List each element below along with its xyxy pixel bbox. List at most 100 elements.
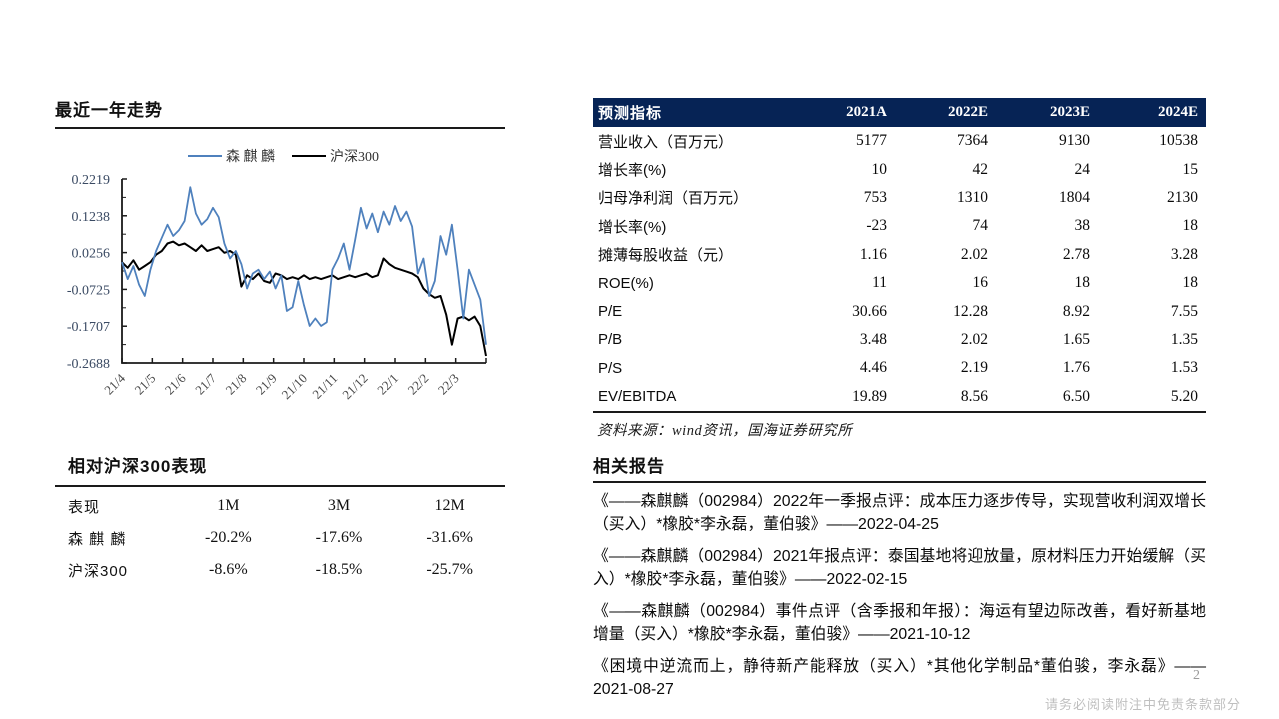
x-axis-tick-label: 22/1 [374, 371, 401, 398]
relative-table-header: 表现 1M 3M 12M [55, 490, 505, 522]
y-axis-tick-label: -0.0725 [67, 283, 110, 298]
table-row: 营业收入（百万元） 5177 7364 9130 10538 [593, 127, 1206, 155]
column-header: 表现 [68, 498, 101, 516]
row-value: 4.46 [859, 359, 887, 377]
table-row: EV/EBITDA 19.89 8.56 6.50 5.20 [593, 383, 1206, 411]
forecast-table-header: 预测指标 2021A 2022E 2023E 2024E [593, 98, 1206, 127]
forecast-header-year: 2021A [846, 104, 887, 120]
row-value: 19.89 [852, 387, 887, 405]
row-label: 归母净利润（百万元） [598, 190, 749, 208]
table-row: P/S 4.46 2.19 1.76 1.53 [593, 354, 1206, 382]
row-value: 1.35 [1170, 330, 1198, 348]
x-axis-tick-label: 21/11 [309, 371, 340, 402]
y-axis-tick-label: 0.0256 [72, 247, 111, 262]
row-label: 摊薄每股收益（元） [598, 247, 734, 265]
table-row: 归母净利润（百万元） 753 1310 1804 2130 [593, 184, 1206, 212]
row-value: -31.6% [426, 529, 473, 546]
row-value: 30.66 [852, 302, 887, 320]
row-value: 1.76 [1062, 359, 1090, 377]
reports-title-rule [593, 481, 1206, 483]
forecast-header-year: 2022E [947, 104, 988, 120]
row-value: -8.6% [209, 561, 248, 578]
row-label: 森 麒 麟 [68, 530, 127, 548]
page-number: 2 [1193, 668, 1200, 683]
row-value: 18 [1182, 274, 1199, 292]
row-value: -20.2% [205, 529, 252, 546]
row-value: 24 [1074, 160, 1091, 178]
trend-chart: 森 麒 麟 沪深300 0.2219 0.1238 0.0256 -0.0725 -0.17… [67, 149, 487, 403]
row-value: 2.78 [1062, 245, 1090, 263]
row-value: 2.19 [960, 359, 988, 377]
row-label: 增长率(%) [598, 218, 667, 236]
row-label: 沪深300 [68, 562, 129, 580]
legend-label: 森 麒 麟 [226, 149, 275, 165]
series-line-senqilin [121, 186, 487, 345]
trend-section-title: 最近一年走势 [55, 101, 163, 120]
column-header: 1M [217, 497, 240, 514]
row-value: -17.6% [315, 529, 363, 546]
axis-lines [121, 179, 486, 364]
legend-label: 沪深300 [330, 149, 379, 165]
y-axis-tick-label: -0.2688 [67, 357, 110, 372]
row-value: 7364 [957, 132, 988, 150]
row-value: 12.28 [953, 302, 988, 320]
row-label: ROE(%) [598, 274, 654, 292]
row-value: 6.50 [1062, 387, 1090, 405]
row-value: 11 [872, 274, 887, 292]
table-row: 森 麒 麟 -20.2% -17.6% -31.6% [55, 522, 505, 554]
row-value: 7.55 [1170, 302, 1198, 320]
row-label: P/S [598, 359, 623, 377]
x-axis-tick-label: 21/4 [101, 370, 128, 397]
trend-title-rule [55, 127, 505, 129]
row-value: 2.02 [960, 330, 988, 348]
row-label: EV/EBITDA [598, 388, 677, 406]
row-value: 16 [972, 274, 989, 292]
row-value: 18 [1074, 274, 1091, 292]
x-axis-tick-label: 21/8 [222, 371, 249, 398]
report-item: 《——森麒麟（002984）2022年一季报点评：成本压力逐步传导，实现营收利润… [593, 493, 1206, 533]
report-item: 《——森麒麟（002984）2021年报点评：泰国基地将迎放量，原材料压力开始缓… [593, 548, 1206, 588]
relative-performance-rule [55, 485, 505, 487]
row-value: 1.53 [1170, 359, 1198, 377]
row-value: 1804 [1059, 188, 1090, 206]
row-value: 3.48 [859, 330, 887, 348]
x-axis-tick-label: 22/3 [435, 371, 462, 398]
row-value: 3.28 [1170, 245, 1198, 263]
row-value: 5177 [856, 132, 887, 150]
row-value: 1.65 [1062, 330, 1090, 348]
column-header: 3M [327, 497, 351, 514]
row-value: 18 [1182, 217, 1199, 235]
x-axis-tick-label: 21/6 [162, 370, 189, 397]
x-axis-tick-label: 21/12 [339, 371, 371, 403]
row-label: 增长率(%) [598, 162, 667, 180]
y-axis-tick-label: -0.1707 [67, 320, 110, 335]
row-value: 74 [972, 217, 989, 235]
x-axis-tick-label: 21/7 [192, 370, 219, 397]
series-line-hs300 [121, 240, 487, 357]
x-axis-tick-label: 21/10 [279, 371, 311, 403]
row-value: 2130 [1167, 188, 1198, 206]
forecast-header-year: 2023E [1049, 104, 1090, 120]
forecast-header-label: 预测指标 [598, 105, 663, 122]
report-list: 《——森麒麟（002984）2022年一季报点评：成本压力逐步传导，实现营收利润… [593, 490, 1206, 710]
table-row: 增长率(%) 10 42 24 15 [593, 155, 1206, 183]
row-value: 1.16 [859, 245, 887, 263]
row-value: 8.56 [960, 387, 988, 405]
x-axis-tick-label: 21/9 [253, 371, 280, 398]
table-row: ROE(%) 11 16 18 18 [593, 269, 1206, 297]
row-value: 9130 [1059, 132, 1090, 150]
y-axis-tick-label: 0.1238 [72, 210, 111, 225]
row-value: 2.02 [960, 245, 988, 263]
row-value: 38 [1074, 217, 1091, 235]
row-value: -23 [866, 217, 887, 235]
row-label: P/E [598, 303, 623, 321]
report-item: 《困境中逆流而上，静待新产能释放（买入）*其他化学制品*董伯骏，李永磊》——20… [593, 658, 1206, 698]
row-label: P/B [598, 331, 623, 349]
report-item: 《——森麒麟（002984）事件点评（含季报和年报）：海运有望边际改善，看好新基… [593, 603, 1206, 643]
table-row: 沪深300 -8.6% -18.5% -25.7% [55, 554, 505, 586]
column-header: 12M [434, 497, 465, 514]
disclaimer-footer: 请务必阅读附注中免责条款部分 [1044, 697, 1241, 712]
table-row: 增长率(%) -23 74 38 18 [593, 212, 1206, 240]
table-row: 摊薄每股收益（元） 1.16 2.02 2.78 3.28 [593, 241, 1206, 269]
row-value: 42 [972, 160, 989, 178]
